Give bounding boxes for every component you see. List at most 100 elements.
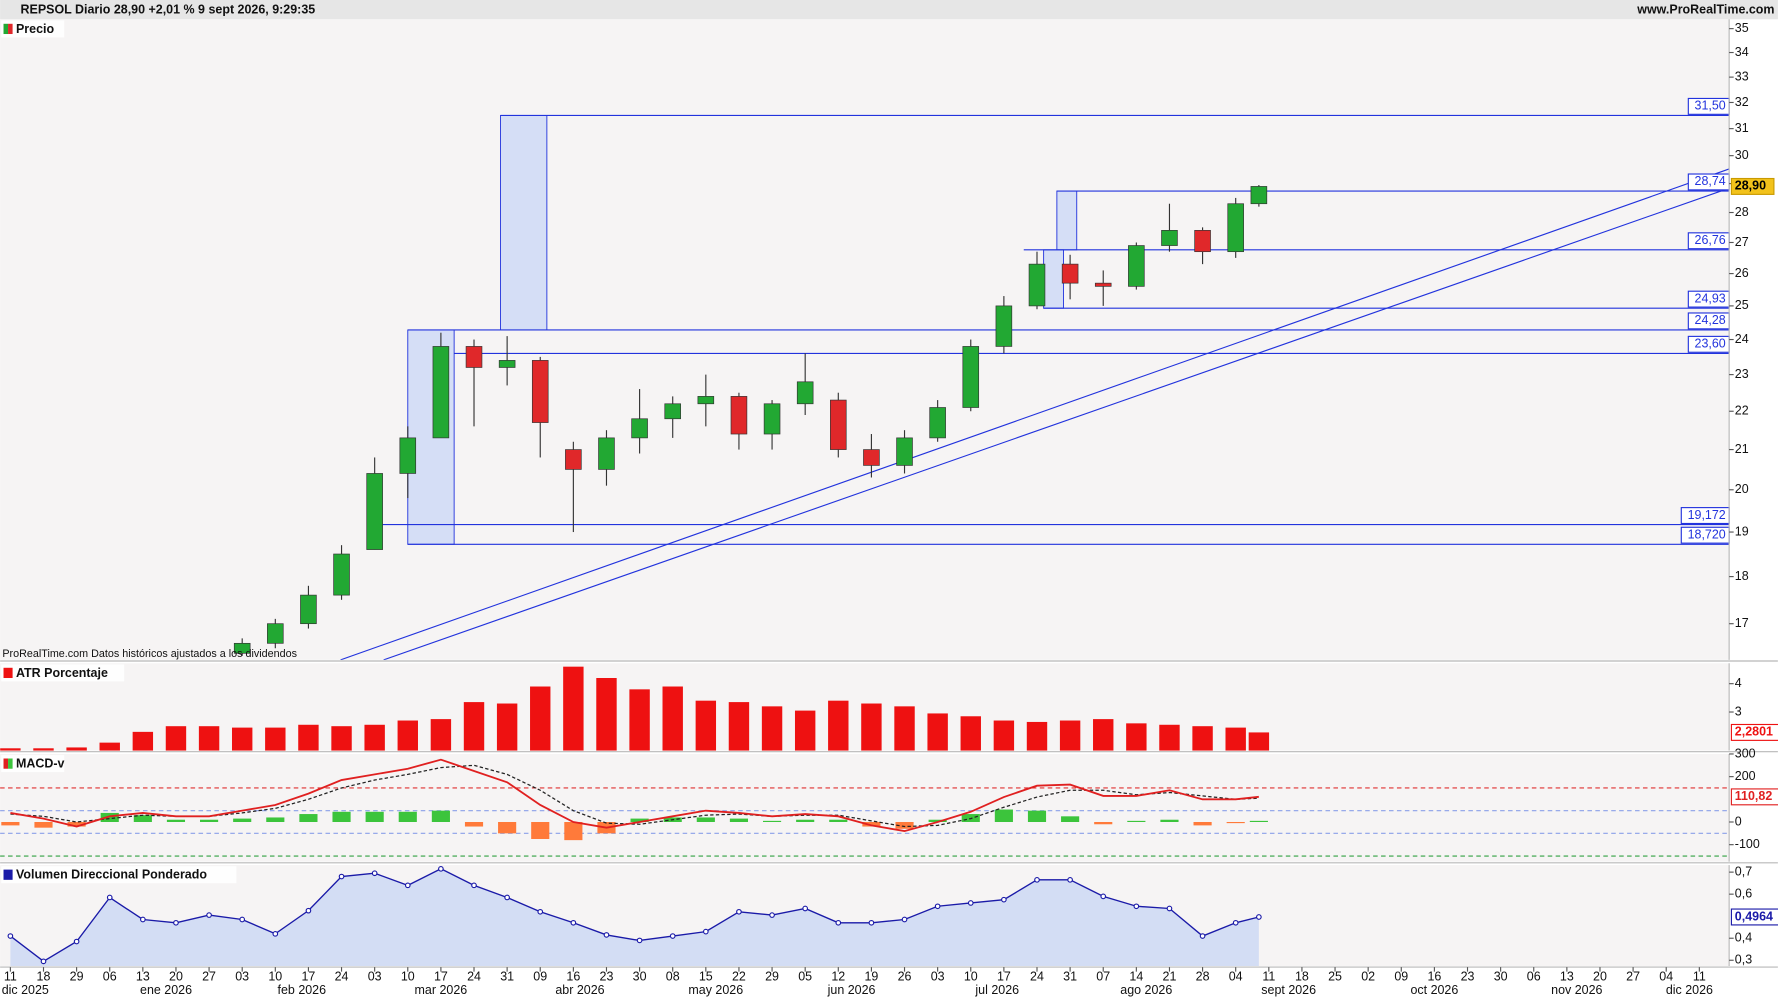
panel-title: ATR Porcentaje xyxy=(16,666,108,680)
macd-histogram-bar xyxy=(696,817,715,822)
x-tick-label: 06 xyxy=(103,970,117,984)
level-label: 28,74 xyxy=(1695,174,1726,188)
x-tick-label: 23 xyxy=(1461,970,1475,984)
x-tick-label: 29 xyxy=(70,970,84,984)
x-tick-label: 24 xyxy=(335,970,349,984)
level-label: 26,76 xyxy=(1695,233,1726,247)
line-point xyxy=(106,894,113,901)
macd-histogram-bar xyxy=(1127,820,1146,822)
line-point xyxy=(868,919,875,926)
macd-histogram-bar xyxy=(994,809,1013,822)
atr-bar xyxy=(198,726,220,751)
y-tick-label: 0 xyxy=(1735,814,1742,828)
line-point xyxy=(73,938,80,945)
candle-body xyxy=(1061,263,1079,284)
atr-bar xyxy=(298,724,319,751)
x-tick-label: 12 xyxy=(831,970,845,984)
line-point xyxy=(239,916,246,923)
atr-bar xyxy=(132,731,154,751)
trend-line xyxy=(383,187,1730,660)
zone-box xyxy=(500,115,548,331)
y-tick-label: 24 xyxy=(1735,332,1749,346)
macd-histogram-bar xyxy=(100,812,119,822)
x-tick-label: 04 xyxy=(1229,970,1243,984)
atr-bar xyxy=(66,747,87,751)
x-tick-label: 20 xyxy=(1593,970,1607,984)
candle-body xyxy=(598,437,615,470)
macd-line xyxy=(10,758,1259,832)
x-tick-label: 04 xyxy=(1659,970,1673,984)
x-tick-label: 03 xyxy=(235,970,249,984)
panel-background xyxy=(0,19,1730,660)
panel-title-box xyxy=(1,20,65,38)
atr-bar xyxy=(828,700,849,751)
atr-bar xyxy=(728,702,750,751)
candle-body xyxy=(366,473,383,550)
atr-bar xyxy=(1093,719,1114,751)
last-value-box xyxy=(1730,788,1778,806)
y-tick-label: 0,3 xyxy=(1735,953,1752,967)
x-tick-label: 24 xyxy=(1030,970,1044,984)
x-tick-label: 27 xyxy=(202,970,216,984)
macd-histogram-bar xyxy=(67,821,86,827)
area-fill xyxy=(10,868,1259,966)
panel-title: Precio xyxy=(16,22,55,36)
atr-bar xyxy=(33,748,54,751)
line-point xyxy=(1067,877,1073,883)
line-point xyxy=(206,912,212,918)
x-month-label: nov 2026 xyxy=(1551,983,1602,997)
atr-bar xyxy=(960,716,981,751)
x-tick-label: 24 xyxy=(467,970,481,984)
line-point xyxy=(1199,933,1206,939)
x-tick-label: 10 xyxy=(268,970,282,984)
x-tick-label: 14 xyxy=(1129,970,1143,984)
zone-box xyxy=(1043,249,1064,309)
line-point xyxy=(404,882,411,889)
last-value-box xyxy=(1730,908,1778,926)
candle-body xyxy=(962,346,980,408)
level-label: 24,93 xyxy=(1695,291,1726,305)
macd-histogram-bar xyxy=(1160,819,1179,822)
x-month-label: dic 2025 xyxy=(2,983,49,997)
atr-bar xyxy=(364,724,385,751)
x-tick-label: 27 xyxy=(1626,970,1640,984)
atr-bar xyxy=(894,706,915,751)
x-tick-label: 16 xyxy=(566,970,580,984)
panel-icon xyxy=(3,667,13,679)
x-tick-label: 13 xyxy=(1560,970,1574,984)
x-tick-label: 18 xyxy=(37,970,51,984)
panel-background xyxy=(0,753,1730,862)
macd-histogram-bar xyxy=(133,815,152,822)
candle-body xyxy=(830,399,847,450)
panel-title-box xyxy=(1,866,237,884)
panel-icon xyxy=(3,869,13,880)
last-value-label: 2,2801 xyxy=(1735,725,1773,739)
x-tick-label: 07 xyxy=(1096,970,1110,984)
last-value-box xyxy=(1730,723,1778,741)
y-tick-label: 33 xyxy=(1735,69,1749,83)
x-tick-label: 31 xyxy=(1063,970,1077,984)
atr-bar xyxy=(563,666,584,751)
line-point xyxy=(471,882,477,889)
x-tick-label: 03 xyxy=(368,970,382,984)
macd-histogram-bar xyxy=(398,811,417,822)
line-point xyxy=(272,930,279,937)
zone-box xyxy=(1056,190,1078,251)
line-point xyxy=(835,919,842,926)
candle-body xyxy=(465,346,483,368)
level-label: 18,720 xyxy=(1688,528,1726,542)
x-tick-label: 22 xyxy=(732,970,746,984)
last-value-label: 0,4964 xyxy=(1735,909,1773,923)
macd-histogram-bar xyxy=(332,811,351,822)
x-tick-label: 30 xyxy=(1494,970,1508,984)
line-point xyxy=(438,865,444,872)
macd-histogram-bar xyxy=(365,811,384,822)
candle-body xyxy=(300,594,317,625)
header-bar xyxy=(0,0,1778,20)
line-point xyxy=(1232,919,1239,926)
macd-histogram-bar xyxy=(431,810,450,822)
line-point xyxy=(305,907,312,914)
atr-bar xyxy=(463,702,485,751)
level-label: 19,172 xyxy=(1688,508,1726,522)
